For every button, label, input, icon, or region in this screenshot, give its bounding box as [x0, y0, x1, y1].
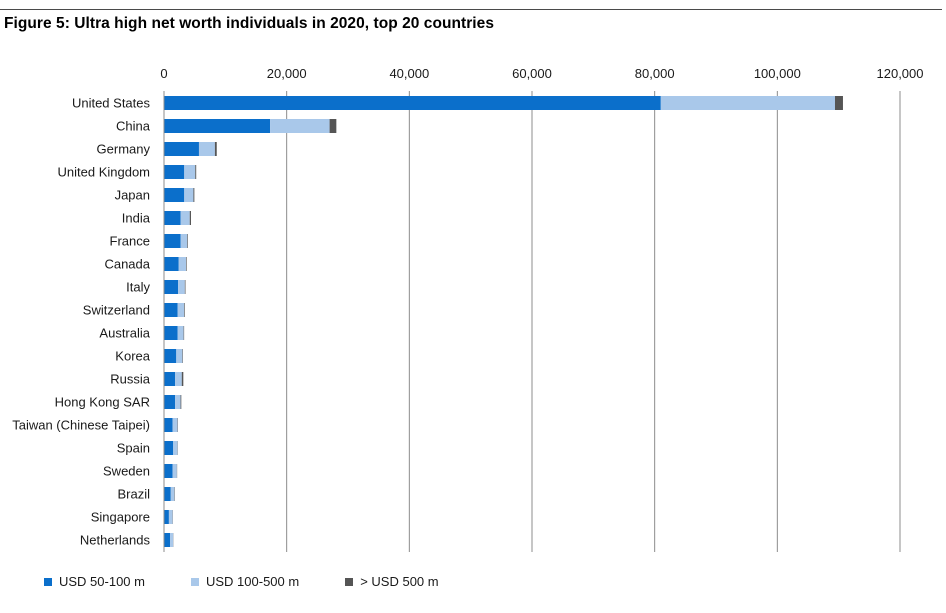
legend-item: > USD 500 m: [345, 574, 439, 589]
bar-segment-0: [164, 234, 181, 248]
x-tick-label: 100,000: [754, 66, 801, 81]
legend: USD 50-100 m USD 100-500 m > USD 500 m: [44, 574, 439, 589]
x-tick-label: 0: [160, 66, 167, 81]
bar-segment-1: [184, 165, 196, 179]
bar-segment-0: [164, 188, 185, 202]
bar-segment-0: [164, 418, 173, 432]
category-label: Germany: [97, 142, 151, 157]
legend-label: USD 100-500 m: [205, 574, 300, 589]
category-label: Hong Kong SAR: [55, 395, 150, 410]
bar-segment-1: [178, 280, 185, 294]
bar-segment-1: [175, 372, 182, 386]
bar-segment-2: [329, 119, 337, 133]
bar-segment-1: [184, 188, 194, 202]
category-label: Switzerland: [83, 303, 150, 318]
bar-segment-1: [176, 349, 183, 363]
category-labels: United States China Germany United Kingdom J…: [12, 96, 151, 548]
top-rule: [0, 9, 942, 10]
bar-segment-2: [195, 165, 197, 179]
bar-segment-2: [189, 211, 191, 225]
bar-segment-1: [178, 257, 187, 271]
bar-segment-1: [177, 303, 185, 317]
bar-segment-1: [170, 533, 174, 547]
category-label: China: [116, 119, 151, 134]
category-label: Australia: [99, 326, 150, 341]
category-label: Japan: [115, 188, 150, 203]
bar-segment-1: [172, 464, 177, 478]
category-label: Singapore: [91, 510, 150, 525]
bar-segment-1: [173, 441, 178, 455]
category-label: Netherlands: [80, 533, 151, 548]
bar-segment-0: [164, 211, 181, 225]
bar-segment-0: [164, 96, 661, 110]
category-label: Brazil: [117, 487, 150, 502]
bar-segment-0: [164, 510, 169, 524]
category-label: Korea: [115, 349, 150, 364]
x-tick-label: 20,000: [267, 66, 307, 81]
bar-segment-2: [181, 372, 184, 386]
bar-segment-2: [193, 188, 195, 202]
category-label: France: [110, 234, 150, 249]
bar-segment-1: [175, 395, 181, 409]
bar-segment-0: [164, 464, 173, 478]
bar-segment-1: [180, 211, 190, 225]
bar-segment-0: [164, 349, 177, 363]
bar-segment-2: [186, 257, 187, 271]
figure-title: Figure 5: Ultra high net worth individua…: [4, 15, 494, 32]
bar-segment-2: [184, 280, 186, 294]
legend-item: USD 100-500 m: [190, 574, 300, 589]
bar-segment-0: [164, 280, 179, 294]
category-label: Sweden: [103, 464, 150, 479]
bar-segment-0: [164, 372, 176, 386]
bar-segment-0: [164, 119, 271, 133]
legend-item: USD 50-100 m: [44, 574, 145, 589]
category-label: Taiwan (Chinese Taipei): [12, 418, 150, 433]
bar-segment-1: [172, 418, 178, 432]
legend-label: > USD 500 m: [360, 574, 439, 589]
bar-segment-0: [164, 303, 178, 317]
bar-segment-1: [170, 487, 175, 501]
bar-segment-0: [164, 395, 176, 409]
bar-segment-0: [164, 326, 178, 340]
bar-segment-2: [180, 395, 182, 409]
x-tick-label: 40,000: [389, 66, 429, 81]
bar-segment-2: [834, 96, 843, 110]
bar-segment-0: [164, 487, 171, 501]
category-label: United States: [72, 96, 151, 111]
category-label: India: [122, 211, 151, 226]
bars: [164, 96, 843, 547]
legend-swatch: [44, 577, 52, 586]
bar-segment-1: [180, 234, 188, 248]
category-label: Russia: [110, 372, 151, 387]
x-tick-label: 60,000: [512, 66, 552, 81]
x-tick-label: 80,000: [635, 66, 675, 81]
bar-segment-1: [177, 326, 184, 340]
legend-swatch: [190, 577, 199, 586]
bar-segment-2: [214, 142, 217, 156]
bar-segment-2: [187, 234, 188, 248]
x-tick-label: 120,000: [877, 66, 924, 81]
bar-segment-1: [168, 510, 173, 524]
category-label: Canada: [104, 257, 150, 272]
legend-label: USD 50-100 m: [59, 574, 145, 589]
bar-segment-1: [660, 96, 835, 110]
bar-segment-0: [164, 142, 199, 156]
x-axis-ticks: 0 20,000 40,000 60,000 80,000 100,000 120,000: [160, 66, 923, 81]
bar-segment-1: [270, 119, 330, 133]
category-label: Italy: [126, 280, 150, 295]
bar-segment-1: [198, 142, 215, 156]
bar-segment-0: [164, 257, 179, 271]
bar-segment-0: [164, 533, 171, 547]
category-label: United Kingdom: [58, 165, 151, 180]
bar-segment-0: [164, 441, 174, 455]
bar-segment-0: [164, 165, 185, 179]
bar-segment-2: [184, 303, 185, 317]
legend-swatch: [345, 577, 354, 586]
category-label: Spain: [117, 441, 150, 456]
gridlines: [286, 91, 901, 552]
